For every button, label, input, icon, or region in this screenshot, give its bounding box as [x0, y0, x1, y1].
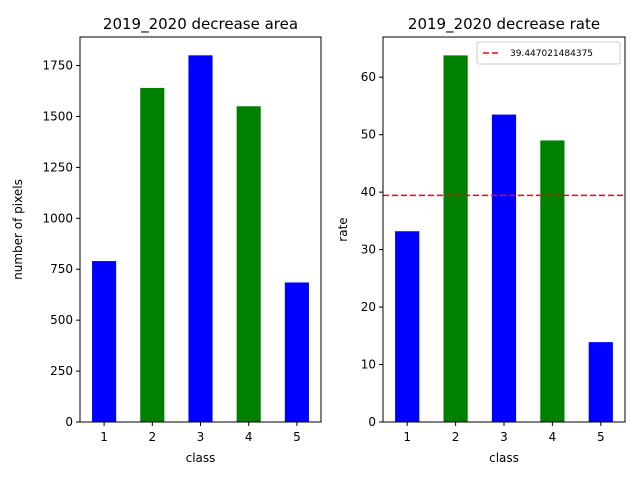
- x-tick-label: 4: [549, 430, 557, 444]
- y-tick-label: 1500: [42, 109, 73, 123]
- x-tick-label: 3: [197, 430, 205, 444]
- chart-decrease-area: 1 2 3 4 5 0 250 500 750 1000 1250 1500 1750 2019_2020…: [11, 15, 322, 465]
- y-axis-label: number of pixels: [11, 179, 25, 280]
- bar-class-3: [188, 55, 213, 422]
- bar-class-4: [236, 106, 261, 422]
- y-axis-label: rate: [336, 217, 350, 241]
- x-tick-label: 2: [148, 430, 156, 444]
- y-tick-label: 0: [368, 415, 376, 429]
- bar-class-5: [284, 282, 309, 422]
- x-tick-label: 5: [597, 430, 605, 444]
- chart-title: 2019_2020 decrease area: [103, 15, 298, 34]
- y-tick-label: 20: [361, 300, 376, 314]
- x-tick-label: 1: [100, 430, 108, 444]
- x-tick-label: 2: [452, 430, 460, 444]
- legend: 39.447021484375: [476, 41, 621, 65]
- y-tick-label: 500: [50, 313, 73, 327]
- bar-class-1: [395, 231, 420, 422]
- y-tick-label: 750: [50, 262, 73, 276]
- y-tick-label: 1000: [42, 211, 73, 225]
- legend-box: [476, 41, 621, 65]
- bar-class-5: [588, 342, 613, 422]
- x-axis-label: class: [489, 451, 519, 465]
- bar-class-2: [140, 87, 165, 422]
- x-axis-label: class: [186, 451, 216, 465]
- x-tick-label: 1: [403, 430, 411, 444]
- bar-class-1: [92, 261, 117, 422]
- legend-label: 39.447021484375: [510, 49, 593, 59]
- y-tick-label: 10: [361, 358, 376, 372]
- x-tick-label: 3: [500, 430, 508, 444]
- bar-class-2: [443, 55, 468, 422]
- bar-class-4: [540, 140, 565, 422]
- y-tick-label: 40: [361, 185, 376, 199]
- y-tick-label: 0: [65, 415, 73, 429]
- y-tick-label: 50: [361, 128, 376, 142]
- x-tick-label: 4: [245, 430, 253, 444]
- y-tick-label: 1750: [42, 59, 73, 73]
- y-tick-label: 1250: [42, 160, 73, 174]
- y-tick-label: 30: [361, 243, 376, 257]
- y-tick-label: 250: [50, 364, 73, 378]
- x-tick-label: 5: [293, 430, 301, 444]
- bar-class-3: [491, 114, 517, 423]
- y-tick-label: 60: [361, 70, 376, 84]
- chart-title: 2019_2020 decrease rate: [408, 15, 600, 34]
